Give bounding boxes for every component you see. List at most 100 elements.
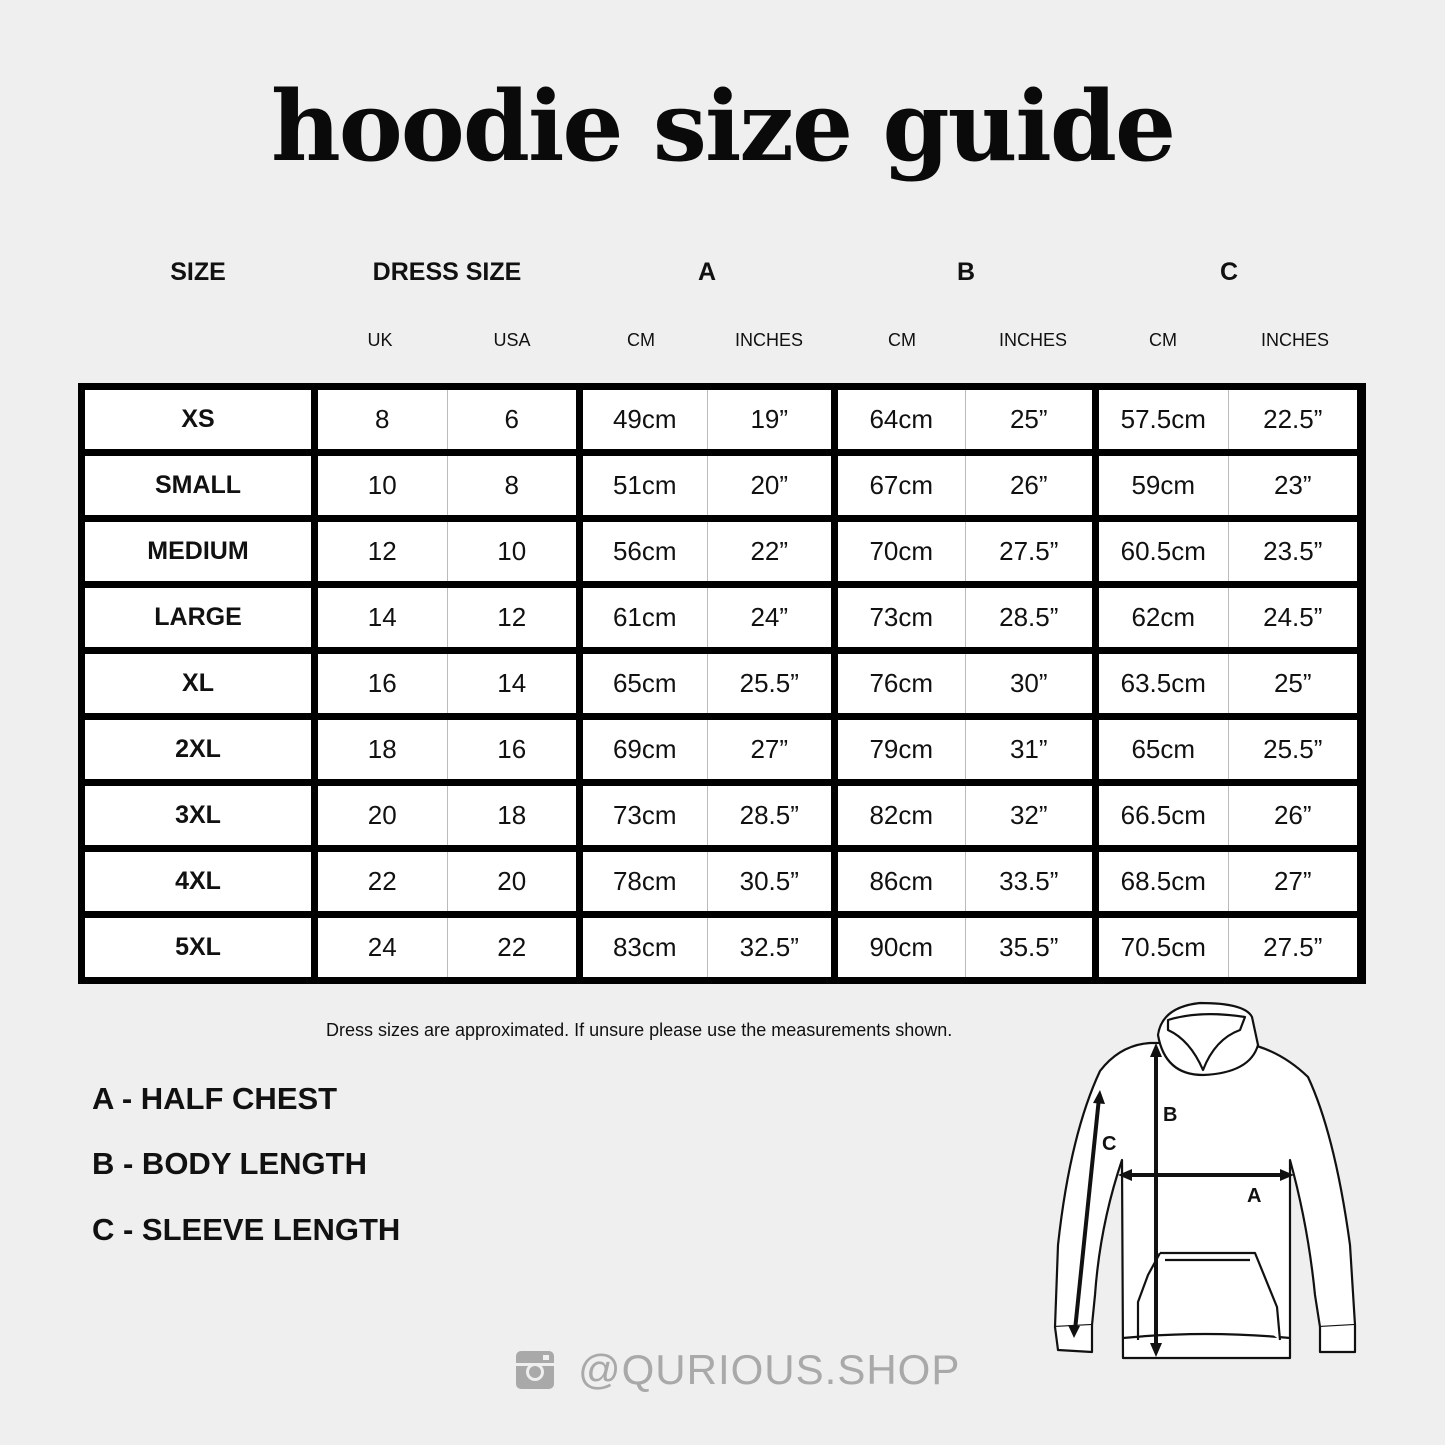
legend-c: C - SLEEVE LENGTH [92,1212,401,1247]
c-group-cell: 70.5cm 27.5” [1099,918,1357,977]
a-value-cell: 24” [706,588,832,647]
b-group-cell: 73cm 28.5” [838,588,1092,647]
a-group-cell: 49cm 19” [583,390,831,449]
dress-size-value-cell: 22 [367,866,397,896]
c-value-cell: 66.5cm [1120,800,1206,830]
c-value-cell: 23” [1227,456,1358,515]
b-group-cell: 70cm 27.5” [838,522,1092,581]
c-value-cell: 65cm [1131,734,1196,764]
header-b: B [956,258,976,286]
subheader-a-cm: CM [627,330,655,350]
dress-size-value-cell: 22 [446,918,577,977]
size-table: XS 8 6 49cm 19” 64cm 25” 57.5cm 22.5” SMALL 10 8 51c… [78,383,1366,984]
c-value-cell: 59cm [1131,470,1196,500]
header-dress-size: DRESS SIZE [372,258,522,286]
a-value-cell: 56cm [612,536,677,566]
a-value-cell: 20” [706,456,832,515]
legend-b: B - BODY LENGTH [92,1146,367,1181]
subheader-c-cm: CM [1149,330,1177,350]
b-group-cell: 82cm 32” [838,786,1092,845]
header-a: A [697,258,717,286]
size-cell: MEDIUM [85,522,311,581]
dress-size-group-cell: 10 8 [318,456,576,515]
c-group-cell: 60.5cm 23.5” [1099,522,1357,581]
subheader-b-inches: INCHES [998,330,1068,350]
dress-size-group-cell: 18 16 [318,720,576,779]
subheader-c-inches: INCHES [1260,330,1330,350]
c-group-cell: 63.5cm 25” [1099,654,1357,713]
a-value-cell: 65cm [612,668,677,698]
b-value-cell: 26” [964,456,1093,515]
a-value-cell: 27” [706,720,832,779]
b-group-cell: 79cm 31” [838,720,1092,779]
dress-size-value-cell: 16 [367,668,397,698]
dress-size-value-cell: 12 [367,536,397,566]
c-value-cell: 63.5cm [1120,668,1206,698]
dress-size-note: Dress sizes are approximated. If unsure … [326,1020,953,1040]
subheader-b-cm: CM [888,330,916,350]
c-group-cell: 57.5cm 22.5” [1099,390,1357,449]
dress-size-value-cell: 14 [367,602,397,632]
dress-size-group-cell: 20 18 [318,786,576,845]
c-value-cell: 60.5cm [1120,536,1206,566]
a-group-cell: 61cm 24” [583,588,831,647]
size-cell: LARGE [85,588,311,647]
diagram-label-a: A [1247,1185,1261,1207]
b-group-cell: 90cm 35.5” [838,918,1092,977]
b-value-cell: 27.5” [964,522,1093,581]
dress-size-value-cell: 12 [446,588,577,647]
b-value-cell: 33.5” [964,852,1093,911]
c-value-cell: 27.5” [1227,918,1358,977]
dress-size-value-cell: 6 [446,390,577,449]
dress-size-value-cell: 24 [367,932,397,962]
dress-size-value-cell: 14 [446,654,577,713]
dress-size-value-cell: 8 [375,404,390,434]
a-group-cell: 78cm 30.5” [583,852,831,911]
b-value-cell: 28.5” [964,588,1093,647]
b-value-cell: 32” [964,786,1093,845]
b-group-cell: 67cm 26” [838,456,1092,515]
b-group-cell: 64cm 25” [838,390,1092,449]
a-group-cell: 56cm 22” [583,522,831,581]
c-value-cell: 25.5” [1227,720,1358,779]
legend-a: A - HALF CHEST [92,1081,338,1116]
size-cell: SMALL [85,456,311,515]
b-value-cell: 86cm [869,866,934,896]
c-group-cell: 66.5cm 26” [1099,786,1357,845]
c-value-cell: 22.5” [1227,390,1358,449]
c-value-cell: 57.5cm [1120,404,1206,434]
dress-size-value-cell: 18 [446,786,577,845]
page-title: hoodie size guide [270,70,1176,183]
a-value-cell: 78cm [612,866,677,896]
a-value-cell: 73cm [612,800,677,830]
c-value-cell: 24.5” [1227,588,1358,647]
a-group-cell: 73cm 28.5” [583,786,831,845]
size-cell: XS [85,390,311,449]
hoodie-diagram: B C A [1053,1001,1357,1360]
a-value-cell: 30.5” [706,852,832,911]
b-value-cell: 31” [964,720,1093,779]
a-value-cell: 25.5” [706,654,832,713]
c-group-cell: 65cm 25.5” [1099,720,1357,779]
a-group-cell: 65cm 25.5” [583,654,831,713]
b-value-cell: 76cm [869,668,934,698]
subheader-usa: USA [493,330,531,350]
a-value-cell: 28.5” [706,786,832,845]
instagram-icon [516,1351,554,1389]
a-value-cell: 32.5” [706,918,832,977]
size-cell: 3XL [85,786,311,845]
b-value-cell: 70cm [869,536,934,566]
subheader-a-inches: INCHES [734,330,804,350]
dress-size-group-cell: 12 10 [318,522,576,581]
header-size: SIZE [170,258,226,286]
size-cell: 2XL [85,720,311,779]
dress-size-value-cell: 8 [446,456,577,515]
a-value-cell: 69cm [612,734,677,764]
dress-size-group-cell: 24 22 [318,918,576,977]
b-value-cell: 73cm [869,602,934,632]
a-value-cell: 51cm [612,470,677,500]
c-value-cell: 68.5cm [1120,866,1206,896]
b-value-cell: 79cm [869,734,934,764]
a-value-cell: 83cm [612,932,677,962]
